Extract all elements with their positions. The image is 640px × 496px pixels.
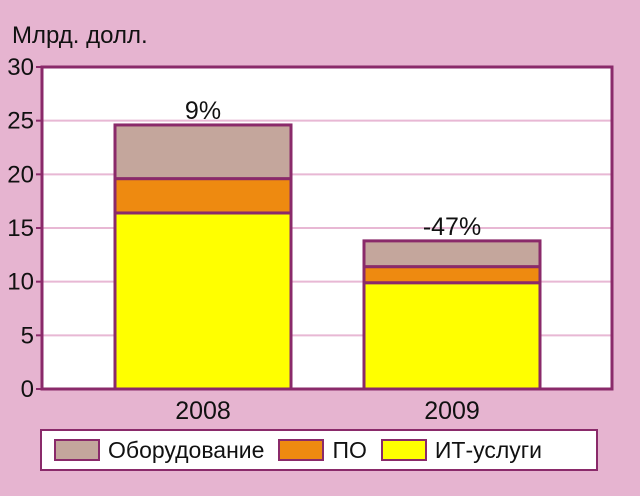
y-tick-label: 30 [7,54,34,81]
bar-change-label: 9% [185,97,221,125]
y-tick-label: 15 [7,215,34,242]
y-tick-label: 20 [7,161,34,188]
y-tick-label: 0 [21,376,34,403]
bar-segment [362,281,542,391]
legend-item-services: ИТ-услуги [380,436,542,464]
legend-label-software: ПО [332,436,367,463]
y-axis-unit-label: Млрд. долл. [12,22,148,49]
legend-item-software: ПО [278,436,367,464]
legend-swatch-software [278,439,325,461]
legend-swatch-services [380,439,427,461]
bar-segment [113,177,293,215]
x-tick-label: 2009 [424,397,480,425]
bar-change-label: -47% [423,213,481,241]
plot-frame [40,65,614,391]
x-tick-label: 2008 [175,397,231,425]
legend-swatch-hardware [54,439,100,461]
y-tick-label: 10 [7,269,34,296]
legend: Оборудование ПО ИТ-услуги [40,429,598,471]
bar-segment [362,239,542,269]
legend-label-hardware: Оборудование [108,436,265,463]
y-tick-label: 5 [21,322,34,349]
bar-segment [113,123,293,181]
y-tick-label: 25 [7,108,34,135]
legend-item-hardware: Оборудование [54,437,264,464]
bar-segment [113,211,293,391]
legend-label-services: ИТ-услуги [434,436,542,463]
stacked-bar-chart: 0 5 10 15 20 25 30 9% 2008 -47% 2009 [7,54,614,425]
bar-segment [362,265,542,285]
